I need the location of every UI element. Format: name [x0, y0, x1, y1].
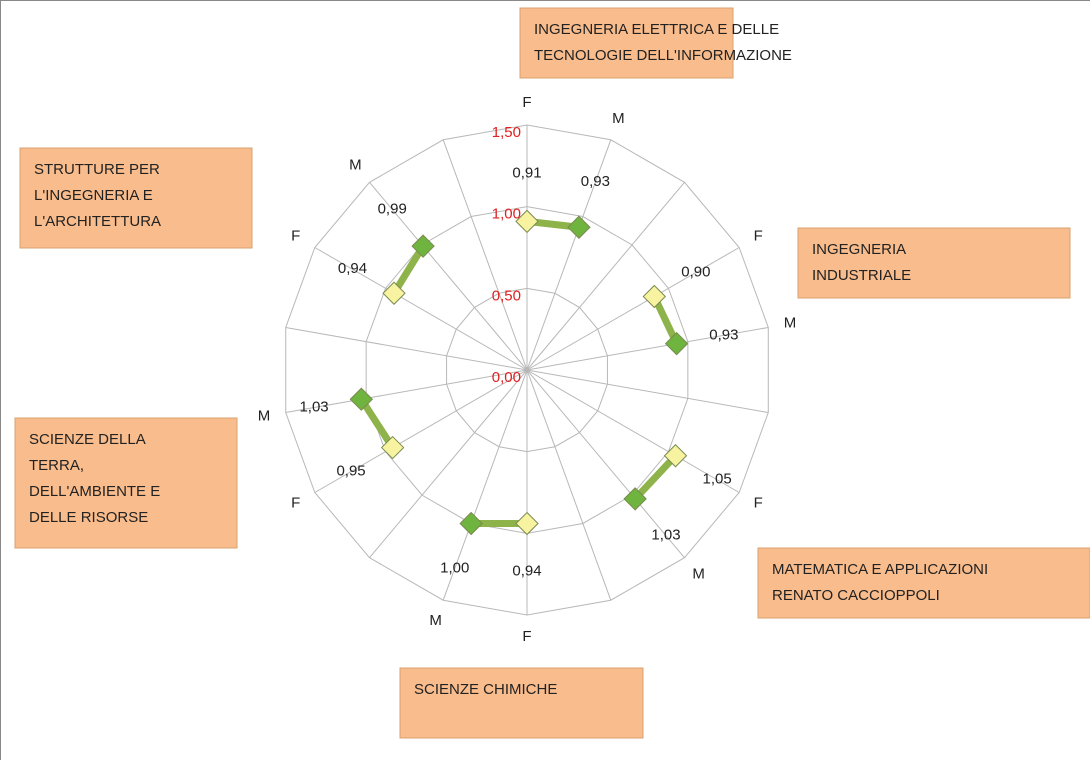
data-label: 1,03: [651, 527, 680, 544]
tick-label: 0,50: [492, 287, 521, 304]
annotation-text: TECNOLOGIE DELL'INFORMAZIONE: [534, 47, 792, 64]
spoke: [369, 369, 528, 559]
annotation-text: RENATO CACCIOPPOLI: [772, 587, 940, 604]
category-label: F: [522, 94, 531, 111]
marker: [349, 387, 374, 411]
category-label: F: [522, 628, 531, 645]
annotation-box: [19, 147, 253, 249]
tick-label: 0,00: [492, 369, 521, 386]
tick-label: 1,50: [492, 124, 521, 141]
data-label: 1,03: [299, 399, 328, 416]
category-label: F: [754, 494, 763, 511]
spoke: [526, 369, 685, 559]
data-label: 0,99: [378, 200, 407, 217]
marker: [459, 511, 483, 536]
annotation-text: MATEMATICA E APPLICAZIONI: [772, 561, 988, 578]
spoke: [442, 139, 528, 371]
annotation-box: [797, 227, 1071, 299]
marker: [515, 209, 539, 234]
data-label: 0,90: [681, 263, 710, 280]
category-label: F: [291, 227, 300, 244]
marker: [567, 215, 591, 239]
annotation-text: DELLE RISORSE: [29, 509, 148, 526]
data-label: 0,94: [512, 563, 541, 580]
annotation-box: [519, 7, 734, 79]
annotation-box: [14, 417, 238, 549]
spoke: [314, 369, 528, 493]
spoke: [526, 181, 685, 371]
marker: [663, 444, 688, 468]
spoke: [285, 326, 528, 371]
data-label: 0,91: [512, 164, 541, 181]
data-label: 1,00: [440, 560, 469, 577]
annotation-box: [757, 547, 1090, 619]
spoke: [442, 369, 528, 601]
series-line: [632, 453, 679, 502]
marker: [382, 281, 406, 305]
marker: [411, 234, 435, 258]
category-label: F: [754, 227, 763, 244]
annotation-text: L'INGEGNERIA E: [34, 187, 153, 204]
category-label: F: [291, 494, 300, 511]
annotation-text: DELL'AMBIENTE E: [29, 483, 160, 500]
series-line: [391, 244, 427, 296]
annotation-text: L'ARCHITETTURA: [34, 213, 161, 230]
category-label: M: [349, 156, 362, 173]
spoke: [526, 139, 612, 371]
data-label: 0,95: [336, 463, 365, 480]
category-label: M: [429, 612, 442, 629]
tick-label: 1,00: [492, 206, 521, 223]
spoke: [369, 181, 528, 371]
spoke: [526, 369, 740, 493]
spoke: [526, 369, 769, 414]
category-label: M: [258, 407, 271, 424]
category-label: M: [784, 315, 797, 332]
data-label: 0,94: [338, 260, 367, 277]
spoke: [526, 326, 769, 371]
marker: [642, 284, 667, 309]
series-line: [358, 397, 396, 450]
category-label: M: [692, 566, 705, 583]
annotation-text: SCIENZE CHIMICHE: [414, 681, 557, 698]
annotation-text: TERRA,: [29, 457, 84, 474]
spoke: [285, 369, 528, 414]
data-label: 0,93: [581, 173, 610, 190]
spoke: [526, 369, 612, 601]
marker: [515, 511, 539, 536]
annotation-box: [399, 667, 644, 739]
spoke: [526, 247, 740, 371]
data-label: 0,93: [709, 326, 738, 343]
data-label: 1,05: [702, 471, 731, 488]
marker: [380, 435, 405, 460]
marker: [664, 331, 689, 356]
annotation-text: INDUSTRIALE: [812, 267, 911, 284]
spoke: [314, 247, 528, 371]
annotation-text: INGEGNERIA ELETTRICA E DELLE: [534, 21, 779, 38]
annotation-text: INGEGNERIA: [812, 241, 906, 258]
marker: [623, 487, 647, 511]
annotation-text: SCIENZE DELLA: [29, 431, 146, 448]
category-label: M: [612, 110, 625, 127]
annotation-text: STRUTTURE PER: [34, 161, 160, 178]
